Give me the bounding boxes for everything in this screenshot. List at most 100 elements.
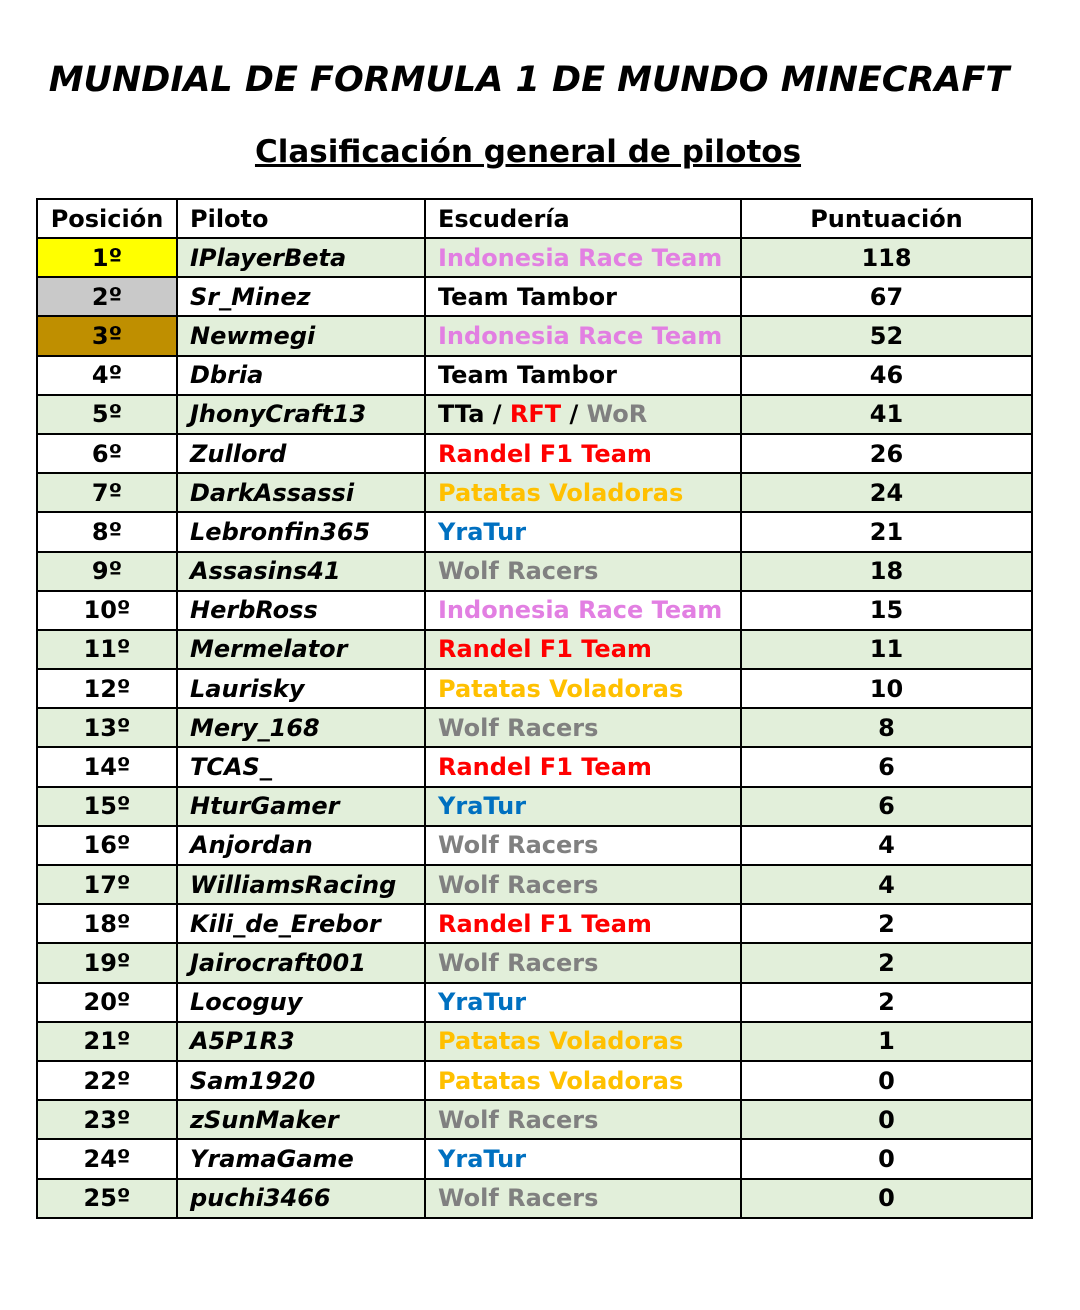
- team-name: Wolf Racers: [438, 831, 599, 860]
- header-position: Posición: [36, 198, 178, 239]
- table-row: 24º YramaGame YraTur 0: [36, 1138, 1033, 1180]
- header-driver: Piloto: [176, 198, 426, 239]
- standings-body: 1º IPlayerBeta Indonesia Race Team 118 2º Sr_…: [36, 236, 1033, 1219]
- driver-cell: Newmegi: [176, 315, 426, 357]
- team-cell: Indonesia Race Team: [424, 236, 742, 279]
- points-cell: 11: [740, 628, 1033, 671]
- team-cell: Wolf Racers: [424, 550, 742, 592]
- driver-cell: Sam1920: [176, 1059, 426, 1102]
- page-subtitle: Clasificación general de pilotos: [254, 134, 802, 170]
- points-cell: 6: [740, 785, 1033, 827]
- driver-cell: IPlayerBeta: [176, 236, 426, 279]
- team-name: YraTur: [438, 517, 527, 546]
- team-name: Indonesia Race Team: [438, 596, 723, 625]
- team-cell: YraTur: [424, 1138, 742, 1180]
- table-row: 10º HerbRoss Indonesia Race Team 15: [36, 589, 1033, 631]
- team-name: Indonesia Race Team: [438, 243, 723, 272]
- position-cell: 9º: [36, 550, 178, 592]
- points-cell: 0: [740, 1177, 1033, 1219]
- team-name: RFT: [509, 400, 562, 429]
- points-cell: 2: [740, 942, 1033, 984]
- position-cell: 4º: [36, 354, 178, 396]
- table-row: 2º Sr_Minez Team Tambor 67: [36, 276, 1033, 318]
- position-cell: 3º: [36, 315, 178, 357]
- header-row: Posición Piloto Escudería Puntuación: [36, 198, 1033, 239]
- driver-cell: HturGamer: [176, 785, 426, 827]
- page-title: MUNDIAL DE FORMULA 1 DE MUNDO MINECRAFT: [48, 60, 1010, 100]
- driver-cell: Laurisky: [176, 668, 426, 710]
- points-cell: 118: [740, 236, 1033, 279]
- position-cell: 6º: [36, 432, 178, 475]
- team-name: YraTur: [438, 1144, 527, 1173]
- table-row: 21º A5P1R3 Patatas Voladoras 1: [36, 1020, 1033, 1062]
- table-row: 16º Anjordan Wolf Racers 4: [36, 824, 1033, 867]
- team-name: Wolf Racers: [438, 557, 599, 586]
- position-cell: 21º: [36, 1020, 178, 1062]
- team-cell: Randel F1 Team: [424, 903, 742, 945]
- driver-cell: A5P1R3: [176, 1020, 426, 1062]
- team-name: Patatas Voladoras: [438, 1066, 684, 1095]
- driver-cell: JhonyCraft13: [176, 393, 426, 435]
- team-name: Wolf Racers: [438, 1184, 599, 1213]
- team-name: Patatas Voladoras: [438, 478, 684, 507]
- team-cell: YraTur: [424, 785, 742, 827]
- team-name: Randel F1 Team: [438, 635, 652, 664]
- points-cell: 2: [740, 903, 1033, 945]
- team-name: Randel F1 Team: [438, 753, 652, 782]
- driver-cell: Anjordan: [176, 824, 426, 867]
- team-name: Randel F1 Team: [438, 439, 652, 468]
- team-name: Wolf Racers: [438, 713, 599, 742]
- team-name: WoR: [586, 400, 648, 429]
- position-cell: 24º: [36, 1138, 178, 1180]
- driver-cell: Dbria: [176, 354, 426, 396]
- points-cell: 41: [740, 393, 1033, 435]
- points-cell: 0: [740, 1138, 1033, 1180]
- team-cell: Wolf Racers: [424, 1099, 742, 1141]
- position-cell: 5º: [36, 393, 178, 435]
- team-name: YraTur: [438, 988, 527, 1017]
- team-name: Wolf Racers: [438, 1105, 599, 1134]
- team-name: Wolf Racers: [438, 870, 599, 899]
- table-row: 22º Sam1920 Patatas Voladoras 0: [36, 1059, 1033, 1102]
- team-cell: Wolf Racers: [424, 824, 742, 867]
- table-row: 11º Mermelator Randel F1 Team 11: [36, 628, 1033, 671]
- points-cell: 15: [740, 589, 1033, 631]
- team-cell: Patatas Voladoras: [424, 1020, 742, 1062]
- driver-cell: HerbRoss: [176, 589, 426, 631]
- driver-cell: Zullord: [176, 432, 426, 475]
- driver-cell: Mery_168: [176, 707, 426, 749]
- driver-cell: Mermelator: [176, 628, 426, 671]
- table-row: 17º WilliamsRacing Wolf Racers 4: [36, 863, 1033, 906]
- team-cell: Team Tambor: [424, 276, 742, 318]
- header-points: Puntuación: [740, 198, 1033, 239]
- points-cell: 67: [740, 276, 1033, 318]
- position-cell: 10º: [36, 589, 178, 631]
- team-name: /: [561, 400, 587, 429]
- team-name: TTa: [438, 400, 485, 429]
- team-cell: YraTur: [424, 511, 742, 553]
- team-cell: TTa / RFT / WoR: [424, 393, 742, 435]
- position-cell: 13º: [36, 707, 178, 749]
- points-cell: 4: [740, 824, 1033, 867]
- points-cell: 10: [740, 668, 1033, 710]
- points-cell: 52: [740, 315, 1033, 357]
- points-cell: 24: [740, 472, 1033, 514]
- table-row: 3º Newmegi Indonesia Race Team 52: [36, 315, 1033, 357]
- team-name: Randel F1 Team: [438, 909, 652, 938]
- team-cell: Patatas Voladoras: [424, 472, 742, 514]
- driver-cell: puchi3466: [176, 1177, 426, 1219]
- table-row: 12º Laurisky Patatas Voladoras 10: [36, 668, 1033, 710]
- position-cell: 12º: [36, 668, 178, 710]
- team-name: Wolf Racers: [438, 948, 599, 977]
- table-row: 1º IPlayerBeta Indonesia Race Team 118: [36, 236, 1033, 279]
- team-name: Indonesia Race Team: [438, 321, 723, 350]
- points-cell: 6: [740, 746, 1033, 788]
- points-cell: 1: [740, 1020, 1033, 1062]
- team-cell: Randel F1 Team: [424, 432, 742, 475]
- points-cell: 4: [740, 863, 1033, 906]
- table-row: 25º puchi3466 Wolf Racers 0: [36, 1177, 1033, 1219]
- team-cell: Randel F1 Team: [424, 628, 742, 671]
- position-cell: 19º: [36, 942, 178, 984]
- points-cell: 8: [740, 707, 1033, 749]
- position-cell: 17º: [36, 863, 178, 906]
